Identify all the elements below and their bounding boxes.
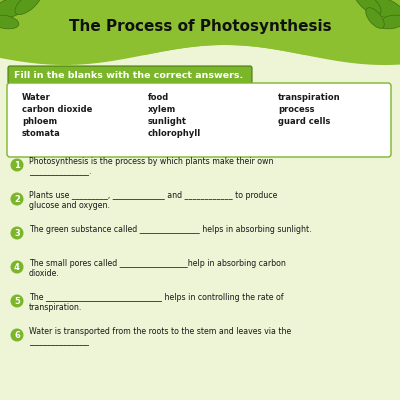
Polygon shape	[0, 0, 400, 55]
Circle shape	[10, 192, 24, 206]
Text: stomata: stomata	[22, 130, 61, 138]
Text: glucose and oxygen.: glucose and oxygen.	[29, 201, 110, 210]
Text: The green substance called _______________ helps in absorbing sunlight.: The green substance called _____________…	[29, 226, 312, 234]
Circle shape	[10, 158, 24, 172]
Text: carbon dioxide: carbon dioxide	[22, 106, 92, 114]
Ellipse shape	[367, 0, 400, 19]
Text: The Process of Photosynthesis: The Process of Photosynthesis	[69, 18, 331, 34]
Ellipse shape	[378, 15, 400, 29]
Text: food: food	[148, 94, 169, 102]
Text: 6: 6	[14, 330, 20, 340]
Circle shape	[10, 226, 24, 240]
Text: xylem: xylem	[148, 106, 176, 114]
Text: Plants use _________, _____________ and ____________ to produce: Plants use _________, _____________ and …	[29, 192, 277, 200]
Text: The _____________________________ helps in controlling the rate of: The _____________________________ helps …	[29, 294, 284, 302]
Text: dioxide.: dioxide.	[29, 269, 60, 278]
Polygon shape	[0, 0, 400, 65]
Ellipse shape	[15, 0, 41, 14]
Text: _______________: _______________	[29, 337, 89, 346]
Text: guard cells: guard cells	[278, 118, 330, 126]
Text: Water is transported from the roots to the stem and leaves via the: Water is transported from the roots to t…	[29, 328, 291, 336]
Polygon shape	[0, 45, 400, 400]
Ellipse shape	[366, 8, 384, 28]
FancyBboxPatch shape	[8, 66, 252, 84]
Text: process: process	[278, 106, 314, 114]
Text: chlorophyll: chlorophyll	[148, 130, 201, 138]
Text: The small pores called _________________help in absorbing carbon: The small pores called _________________…	[29, 260, 286, 268]
Text: transpiration: transpiration	[278, 94, 341, 102]
Text: Photosynthesis is the process by which plants make their own: Photosynthesis is the process by which p…	[29, 158, 274, 166]
Text: 1: 1	[14, 160, 20, 170]
Circle shape	[10, 294, 24, 308]
Text: transpiration.: transpiration.	[29, 303, 82, 312]
Ellipse shape	[0, 0, 28, 19]
Text: Fill in the blanks with the correct answers.: Fill in the blanks with the correct answ…	[14, 70, 243, 80]
Text: 2: 2	[14, 194, 20, 204]
Text: 3: 3	[14, 228, 20, 238]
Text: phloem: phloem	[22, 118, 57, 126]
Circle shape	[10, 260, 24, 274]
Text: 5: 5	[14, 296, 20, 306]
FancyBboxPatch shape	[7, 83, 391, 157]
Text: _______________.: _______________.	[29, 167, 92, 176]
Ellipse shape	[355, 0, 381, 14]
Text: sunlight: sunlight	[148, 118, 187, 126]
Ellipse shape	[0, 15, 19, 29]
Text: 4: 4	[14, 262, 20, 272]
Text: Water: Water	[22, 94, 51, 102]
Circle shape	[10, 328, 24, 342]
